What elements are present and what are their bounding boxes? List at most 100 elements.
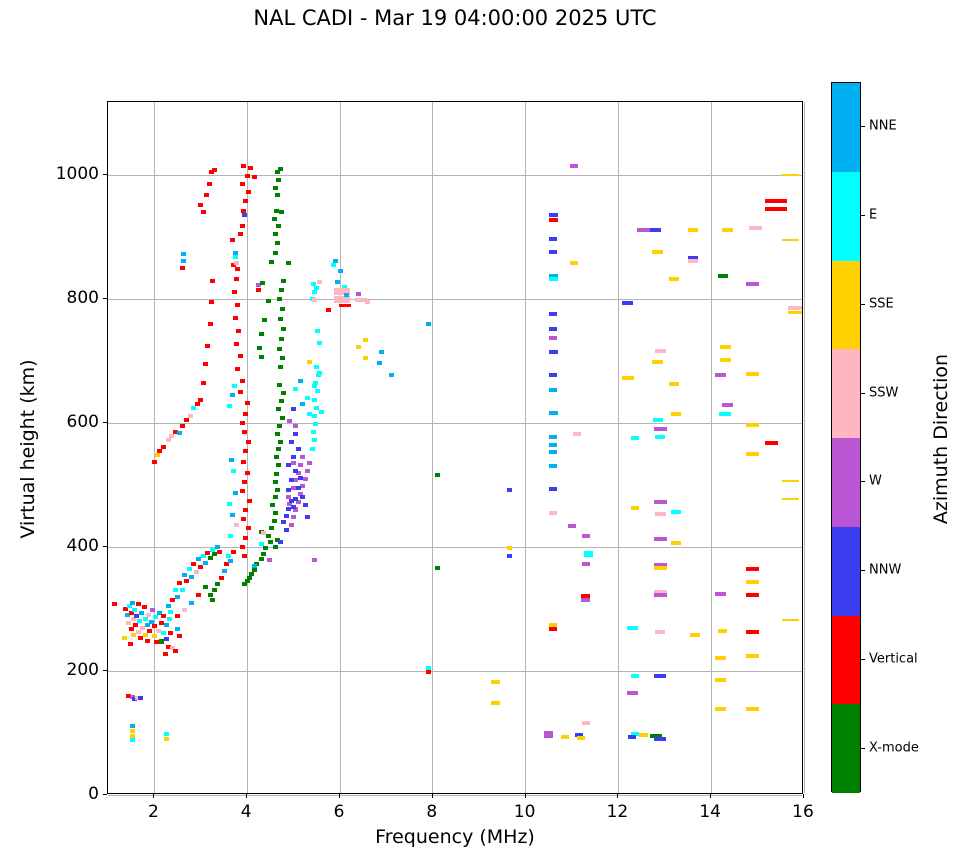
x-gridline (432, 102, 434, 793)
data-point (256, 283, 262, 288)
colorbar-tick (861, 126, 865, 128)
data-point (714, 678, 726, 683)
data-point (277, 382, 283, 387)
data-point (208, 300, 214, 305)
data-point (669, 382, 680, 387)
data-point (191, 562, 197, 567)
data-point (144, 638, 150, 643)
x-tick (153, 794, 155, 798)
data-point (356, 344, 362, 349)
data-point (194, 402, 200, 407)
colorbar-category-label: NNE (869, 118, 897, 134)
data-point (548, 349, 558, 354)
data-point (285, 463, 291, 468)
data-point (170, 597, 176, 602)
data-point (746, 580, 760, 585)
data-point (195, 593, 201, 598)
data-point (142, 616, 148, 621)
data-point (630, 731, 639, 736)
data-point (549, 443, 558, 448)
y-tick-label: 0 (88, 784, 99, 804)
data-point (166, 616, 172, 621)
x-gridline (710, 102, 712, 793)
data-point (621, 376, 634, 381)
data-point (334, 295, 351, 303)
data-point (131, 696, 137, 701)
data-point (137, 696, 143, 701)
data-point (272, 250, 278, 255)
data-point (338, 303, 351, 307)
x-tick (524, 794, 526, 798)
data-point (240, 378, 246, 383)
data-point (158, 621, 164, 626)
data-point (219, 576, 225, 581)
data-point (746, 452, 760, 457)
data-point (307, 461, 313, 466)
data-point (671, 540, 682, 545)
data-point (265, 298, 271, 303)
data-point (277, 297, 283, 302)
data-point (363, 356, 369, 360)
data-point (314, 365, 320, 370)
data-point (272, 495, 278, 500)
data-point (628, 734, 637, 739)
colorbar-category-label: SSW (869, 385, 899, 401)
data-point (247, 576, 253, 581)
data-point (177, 634, 183, 639)
data-point (155, 452, 161, 457)
data-point (622, 300, 634, 305)
data-point (314, 405, 320, 410)
data-point (121, 635, 127, 640)
data-point (274, 241, 280, 246)
data-point (240, 182, 246, 187)
colorbar-category-label: E (869, 207, 878, 223)
data-point (650, 228, 662, 233)
data-point (227, 403, 233, 408)
data-point (286, 261, 292, 266)
data-point (669, 277, 680, 282)
data-point (203, 192, 209, 197)
data-point (128, 611, 134, 616)
data-point (273, 454, 279, 459)
data-point (549, 326, 558, 331)
data-point (278, 399, 284, 404)
data-point (273, 471, 279, 476)
data-point (291, 461, 297, 466)
data-point (233, 276, 239, 281)
data-point (268, 526, 274, 531)
data-point (311, 298, 317, 303)
colorbar-category-label: Vertical (869, 651, 918, 667)
data-point (506, 546, 512, 551)
data-point (269, 259, 275, 264)
colorbar-segment-NNW (832, 526, 860, 616)
data-point (305, 515, 311, 520)
data-point (549, 236, 558, 241)
x-tick (710, 794, 712, 798)
data-point (238, 390, 244, 395)
data-point (179, 424, 185, 429)
data-point (258, 355, 264, 360)
data-point (626, 690, 638, 695)
data-point (270, 502, 276, 507)
data-point (787, 306, 802, 311)
data-point (293, 424, 299, 429)
data-point (293, 478, 299, 483)
data-point (131, 633, 137, 638)
x-tick (339, 794, 340, 798)
y-gridline (108, 794, 802, 796)
data-point (182, 608, 188, 613)
data-point (240, 209, 246, 214)
data-point (365, 300, 371, 305)
data-point (765, 440, 779, 445)
data-point (654, 673, 667, 678)
y-gridline (108, 546, 802, 548)
data-point (252, 175, 258, 179)
data-point (278, 365, 284, 370)
x-tick (617, 794, 619, 798)
data-point (295, 486, 301, 491)
data-point (549, 450, 558, 455)
data-point (232, 254, 238, 259)
data-point (630, 506, 639, 510)
data-point (425, 321, 431, 326)
data-point (147, 629, 153, 634)
